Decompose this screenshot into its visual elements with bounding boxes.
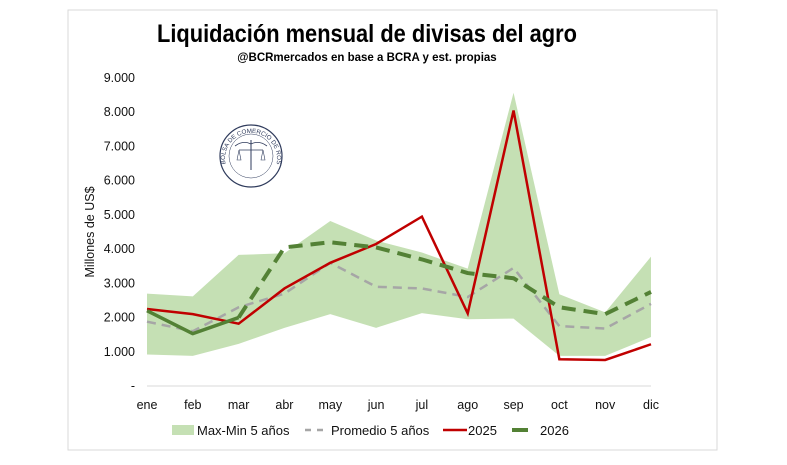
y-tick-label: 6.000 (104, 174, 135, 188)
legend-swatch-max-min (172, 425, 194, 435)
max-min-band-group (147, 92, 651, 356)
chart-subtitle: @BCRmercados en base a BCRA y est. propi… (237, 52, 496, 64)
series-line-2026-dashed (236, 240, 652, 319)
x-tick-label: mar (228, 398, 250, 412)
series-line-2026-solid (146, 309, 240, 336)
y-tick-label: 5.000 (104, 208, 135, 222)
series-lines (146, 110, 652, 362)
x-ticks: ene feb mar abr may jun jul ago sep oct nov dic (137, 398, 659, 412)
legend-label-2026: 2026 (540, 423, 569, 438)
y-tick-label: 2.000 (104, 311, 135, 325)
y-tick-label: 7.000 (104, 139, 135, 153)
y-tick-label: 8.000 (104, 105, 135, 119)
legend: Max-Min 5 años Promedio 5 años 2025 2026 (172, 423, 569, 438)
legend-label-2025: 2025 (468, 423, 497, 438)
bcr-logo: BOLSA DE COMERCIO DE ROSARIO (219, 124, 283, 188)
y-tick-label: 1.000 (104, 345, 135, 359)
x-tick-label: sep (503, 398, 523, 412)
x-tick-label: ene (137, 398, 158, 412)
y-tick-label: 9.000 (104, 71, 135, 85)
chart-title: Liquidación mensual de divisas del agro (157, 20, 577, 48)
series-line-2025 (146, 110, 652, 362)
x-tick-label: jul (415, 398, 429, 412)
y-tick-label: - (131, 379, 135, 393)
x-tick-label: abr (275, 398, 293, 412)
x-tick-label: oct (551, 398, 568, 412)
x-tick-label: may (318, 398, 342, 412)
y-axis-label: Millones de US$ (83, 186, 97, 277)
x-tick-label: jun (367, 398, 385, 412)
y-ticks: - 1.000 2.000 3.000 4.000 5.000 6.000 7.000 8.00… (104, 71, 135, 393)
y-tick-label: 4.000 (104, 242, 135, 256)
chart-frame (67, 9, 718, 451)
y-tick-label: 3.000 (104, 276, 135, 290)
max-min-band (147, 92, 651, 356)
x-tick-label: feb (184, 398, 201, 412)
x-tick-label: dic (643, 398, 659, 412)
legend-label-promedio-5-a-os: Promedio 5 años (331, 423, 430, 438)
x-tick-label: ago (457, 398, 478, 412)
x-tick-label: nov (595, 398, 616, 412)
legend-label-max-min: Max-Min 5 años (197, 423, 290, 438)
series-line-promedio-5-a-os (146, 261, 652, 333)
